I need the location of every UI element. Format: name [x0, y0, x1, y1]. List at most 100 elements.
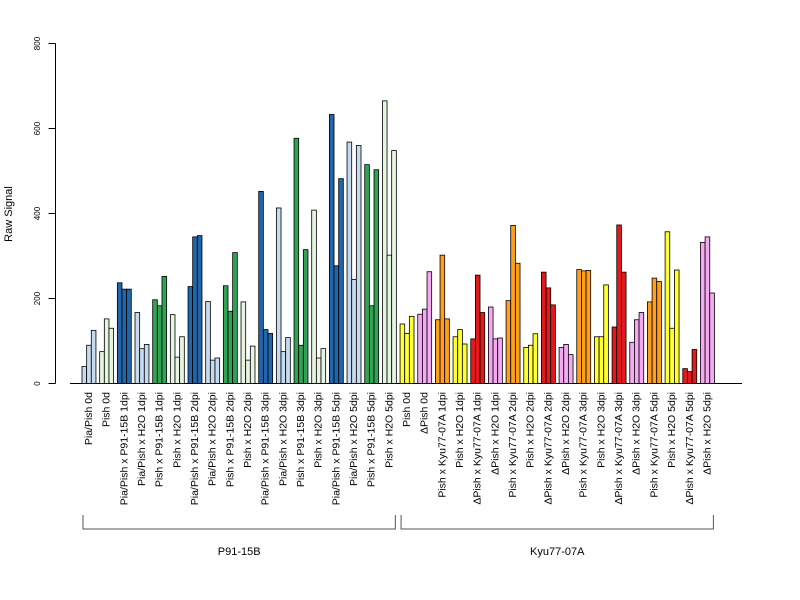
bar: [86, 344, 92, 384]
bar: [634, 319, 640, 384]
bar: [103, 318, 110, 384]
bar: [280, 351, 287, 384]
bar: [598, 336, 605, 384]
bar: [523, 346, 529, 384]
bar: [682, 368, 688, 384]
y-tick-label: 800: [33, 36, 42, 50]
bar: [192, 236, 198, 384]
bar: [249, 345, 256, 384]
x-category-label: Pia/Pish x H2O 1dpi: [136, 392, 148, 486]
bar: [581, 270, 587, 384]
x-category-label: Pish x H2O 1dpi: [171, 392, 183, 468]
bar: [338, 178, 344, 384]
bar: [528, 344, 534, 384]
bar: [474, 274, 481, 384]
bar: [647, 301, 653, 384]
bar: [90, 329, 97, 384]
bar: [700, 241, 706, 384]
bar: [293, 137, 300, 384]
bar: [629, 341, 635, 384]
x-category-label: ΔPish x H2O 3dpi: [631, 392, 643, 475]
bar: [368, 305, 375, 384]
x-category-label: Pish x H2O 1dpi: [454, 392, 466, 468]
x-category-label: Pia/Pish x P91-15B 2dpi: [189, 392, 201, 505]
bar: [439, 254, 446, 384]
bar: [669, 327, 675, 384]
bar: [558, 346, 565, 384]
bar: [621, 271, 627, 384]
bar: [99, 351, 105, 384]
x-category-label: Pish x H2O 3dpi: [595, 392, 607, 468]
bar: [196, 235, 203, 384]
bar: [687, 371, 693, 384]
bar: [426, 271, 433, 384]
bar: [691, 349, 698, 384]
x-category-label: ΔPish x Kyu77-07A 2dpi: [542, 392, 554, 505]
group-bracket: [82, 515, 396, 530]
x-category-label: Pish x H2O 2dpi: [525, 392, 537, 468]
x-category-label: Pish x P91-15B 1dpi: [154, 392, 166, 487]
bar: [444, 318, 450, 384]
bar: [567, 354, 574, 384]
x-category-label: Pish x Kyu77-07A 3dpi: [578, 392, 590, 498]
y-axis-label: Raw Signal: [3, 186, 15, 242]
y-tick-label: 600: [33, 121, 42, 135]
bar: [240, 301, 247, 384]
bar: [576, 269, 582, 384]
bar: [616, 224, 622, 384]
bar: [417, 313, 423, 384]
x-category-label: Pia/Pish x H2O 5dpi: [348, 392, 360, 486]
x-category-label: Pia/Pish x P91-15B 3dpi: [260, 392, 272, 505]
group-bracket-label: Kyu77-07A: [530, 546, 585, 558]
bar: [391, 150, 397, 384]
bar: [161, 275, 168, 384]
bar: [139, 348, 145, 384]
y-tick-label: 200: [33, 291, 42, 305]
bar: [275, 207, 282, 384]
x-category-label: Pish x H2O 5dpi: [383, 392, 395, 468]
bar: [594, 336, 600, 384]
bar: [351, 278, 357, 384]
bar: [179, 336, 185, 384]
bar: [381, 100, 388, 384]
x-category-label: ΔPish x Kyu77-07A 3dpi: [613, 392, 625, 505]
bar: [156, 305, 163, 384]
bar: [563, 343, 569, 384]
bar: [355, 145, 362, 384]
x-category-label: Pish x P91-15B 3dpi: [295, 392, 307, 487]
x-category-label: Pia/Pish 0d: [83, 392, 95, 445]
x-category-label: Pish x H2O 5dpi: [666, 392, 678, 468]
x-category-label: ΔPish x H2O 1dpi: [489, 392, 501, 475]
bar: [611, 326, 618, 384]
bar: [134, 312, 141, 384]
x-category-label: Pish 0d: [101, 392, 113, 427]
bar: [174, 356, 181, 384]
bar: [108, 327, 115, 384]
bar: [205, 301, 211, 384]
bar: [267, 332, 274, 384]
bar: [214, 357, 221, 384]
bar: [541, 271, 547, 384]
bar: [169, 314, 176, 384]
group-bracket: [400, 515, 714, 530]
x-category-label: Pish x Kyu77-07A 1dpi: [436, 392, 448, 498]
bar: [399, 323, 406, 384]
bar: [704, 236, 711, 384]
x-category-label: ΔPish x Kyu77-07A 1dpi: [472, 392, 484, 505]
bar: [143, 343, 150, 384]
bar: [81, 366, 88, 384]
x-category-label: Pia/Pish x H2O 2dpi: [207, 392, 219, 486]
bar: [126, 288, 132, 384]
bar: [404, 332, 410, 384]
bar: [492, 338, 499, 384]
bar: [285, 337, 291, 384]
bar: [510, 224, 516, 384]
bar: [258, 190, 264, 384]
bar: [470, 338, 476, 384]
x-category-label: Pish x Kyu77-07A 2dpi: [507, 392, 519, 498]
bar: [364, 164, 370, 384]
bar: [461, 343, 468, 384]
bar: [209, 359, 216, 384]
group-bracket-label: P91-15B: [218, 546, 261, 558]
